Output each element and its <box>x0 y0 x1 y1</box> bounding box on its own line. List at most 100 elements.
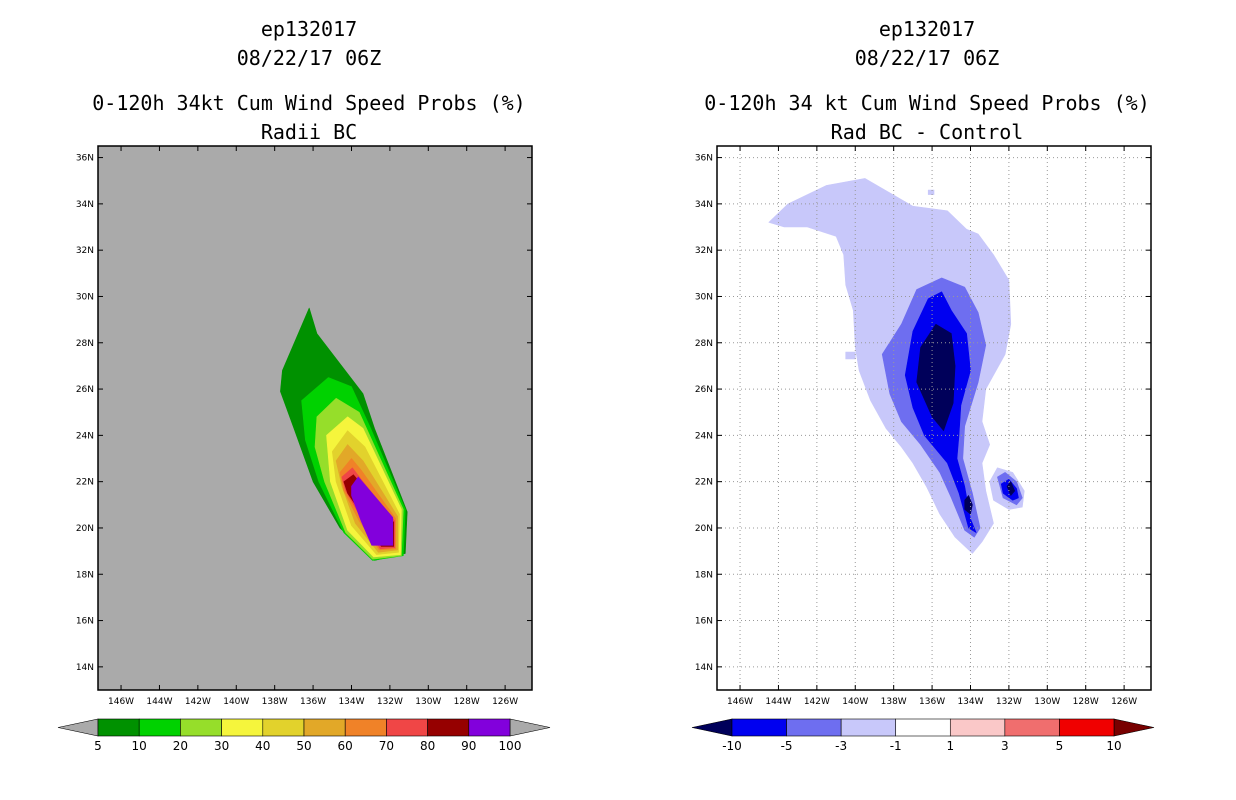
colorbar-label: 5 <box>94 739 102 753</box>
colorbar-swatch <box>949 718 1006 737</box>
colorbar-label: 40 <box>255 739 270 753</box>
y-tick-label: 16N <box>76 617 94 627</box>
contour-level-neg1 <box>927 189 935 195</box>
x-tick-label: 146W <box>727 697 753 707</box>
right-chart-subtitle: Rad BC - Control <box>830 120 1024 144</box>
y-tick-label: 16N <box>695 617 713 627</box>
colorbar-label: 80 <box>420 739 435 753</box>
left-map-plot: 146W 144W 142W 140W 138W 136W 134W 132W 130W 128W… <box>57 145 551 753</box>
left-chart-panel: ep132017 08/22/17 06Z 0-120h 34kt Cum Wi… <box>57 17 551 753</box>
y-tick-label: 18N <box>695 570 713 580</box>
y-tick-label: 32N <box>76 246 94 256</box>
y-tick-label: 24N <box>695 431 713 441</box>
y-tick-label: 36N <box>76 154 94 164</box>
contour-layer <box>768 178 1025 554</box>
colorbar-swatch <box>221 718 264 737</box>
x-tick-label: 130W <box>1034 697 1060 707</box>
colorbar-label: 10 <box>132 739 147 753</box>
colorbar-swatch <box>97 718 140 737</box>
y-tick-label: 34N <box>695 200 713 210</box>
colorbar-under-triangle <box>691 718 733 737</box>
left-chart-title: 0-120h 34kt Cum Wind Speed Probs (%) <box>92 91 526 115</box>
right-chart-title: 0-120h 34 kt Cum Wind Speed Probs (%) <box>704 91 1150 115</box>
y-tick-label: 28N <box>695 339 713 349</box>
colorbar-swatch <box>427 718 470 737</box>
y-tick-label: 30N <box>695 292 713 302</box>
colorbar-label: -10 <box>722 739 742 753</box>
x-tick-label: 140W <box>842 697 868 707</box>
x-tick-label: 130W <box>415 697 441 707</box>
colorbar-swatch <box>1004 718 1060 737</box>
colorbar-swatch <box>386 718 428 737</box>
left-storm-id: ep132017 <box>260 17 358 41</box>
y-tick-label: 14N <box>76 663 94 673</box>
y-tick-label: 30N <box>76 292 94 302</box>
x-tick-label: 138W <box>262 697 288 707</box>
y-tick-label: 26N <box>695 385 713 395</box>
x-tick-label: 140W <box>223 697 249 707</box>
colorbar-label: 20 <box>173 739 188 753</box>
x-tick-label: 136W <box>300 697 326 707</box>
y-tick-label: 22N <box>695 478 713 488</box>
colorbar-swatch <box>895 718 951 737</box>
contour-layer <box>280 307 408 561</box>
x-tick-label: 134W <box>338 697 364 707</box>
right-date-time: 08/22/17 06Z <box>854 46 1000 70</box>
grid-lines <box>717 146 1151 690</box>
colorbar-over-triangle <box>1113 718 1155 737</box>
colorbar-swatch <box>262 718 305 737</box>
colorbar-over-triangle <box>509 718 551 737</box>
contour-level-neg10 <box>916 323 956 432</box>
plot-frame <box>716 145 1152 691</box>
colorbar-swatch <box>344 718 387 737</box>
left-chart-subtitle: Radii BC <box>260 120 358 144</box>
right-storm-id: ep132017 <box>878 17 976 41</box>
x-tick-label: 128W <box>1073 697 1099 707</box>
contour-level-90 <box>351 476 394 546</box>
colorbar-label: 1 <box>946 739 954 753</box>
x-tick-label: 126W <box>1111 697 1137 707</box>
right-chart-panel: ep132017 08/22/17 06Z 0-120h 34 kt Cum W… <box>618 0 1236 800</box>
colorbar-label: 3 <box>1001 739 1009 753</box>
y-tick-label: 28N <box>76 339 94 349</box>
colorbar-label: 10 <box>1106 739 1121 753</box>
y-tick-label: 32N <box>695 246 713 256</box>
x-tick-label: 126W <box>492 697 518 707</box>
colorbar-swatch <box>303 718 346 737</box>
contour-level-neg1 <box>845 351 856 360</box>
plot-frame <box>97 145 533 691</box>
colorbar-label: -3 <box>835 739 847 753</box>
y-tick-label: 26N <box>76 385 94 395</box>
contour-level-neg10 <box>1006 481 1016 496</box>
x-tick-label: 128W <box>454 697 480 707</box>
x-tick-label: 142W <box>804 697 830 707</box>
x-tick-label: 132W <box>996 697 1022 707</box>
x-tick-label: 142W <box>185 697 211 707</box>
x-tick-label: 144W <box>765 697 791 707</box>
x-tick-label: 138W <box>881 697 907 707</box>
x-tick-label: 134W <box>957 697 983 707</box>
y-tick-label: 20N <box>76 524 94 534</box>
colorbar-label: 100 <box>499 739 522 753</box>
y-tick-label: 22N <box>76 478 94 488</box>
left-date-time: 08/22/17 06Z <box>236 46 382 70</box>
x-tick-label: 146W <box>108 697 134 707</box>
colorbar-swatch <box>1059 718 1115 737</box>
x-tick-label: 144W <box>146 697 172 707</box>
colorbar-label: 70 <box>379 739 394 753</box>
y-tick-label: 14N <box>695 663 713 673</box>
y-tick-label: 36N <box>695 154 713 164</box>
colorbar-swatch <box>138 718 181 737</box>
colorbar-label: 50 <box>296 739 311 753</box>
colorbar-under-triangle <box>57 718 99 737</box>
y-tick-label: 18N <box>76 570 94 580</box>
colorbar-label: -5 <box>781 739 793 753</box>
colorbar-label: -1 <box>890 739 902 753</box>
colorbar-swatch <box>731 718 787 737</box>
colorbar-swatch <box>840 718 897 737</box>
colorbar-swatch <box>468 718 511 737</box>
colorbar-label: 90 <box>461 739 476 753</box>
colorbar-label: 60 <box>338 739 353 753</box>
colorbar-swatch <box>180 718 222 737</box>
y-tick-label: 34N <box>76 200 94 210</box>
